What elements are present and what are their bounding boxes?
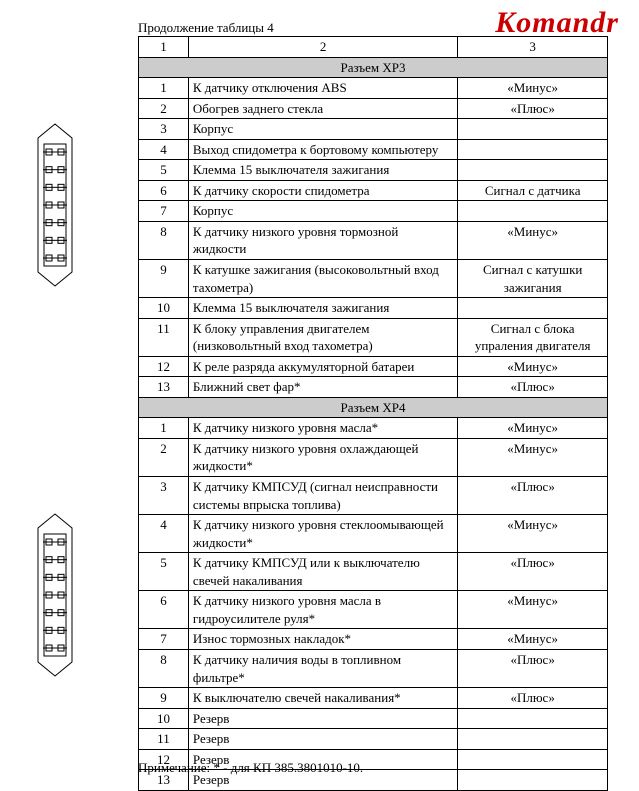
xp4-row-desc: Резерв [188,708,457,729]
xp3-row-signal: Сигнал с блока упраления двигателя [458,318,608,356]
xp4-row-signal [458,729,608,750]
xp4-row-signal: «Плюс» [458,649,608,687]
xp3-row-signal [458,139,608,160]
xp3-row-signal [458,201,608,222]
xp3-row-signal [458,160,608,181]
xp4-row-num: 5 [139,553,189,591]
xp3-row-num: 10 [139,298,189,319]
xp3-row-desc: К реле разряда аккумуляторной батареи [188,356,457,377]
xp3-row-desc: Корпус [188,119,457,140]
xp4-row-desc: К датчику наличия воды в топливном фильт… [188,649,457,687]
xp4-row-num: 2 [139,438,189,476]
xp4-row-num: 8 [139,649,189,687]
xp3-row-num: 6 [139,180,189,201]
xp4-row-signal: «Минус» [458,629,608,650]
xp3-row-signal: «Минус» [458,356,608,377]
xp4-row-signal: «Минус» [458,438,608,476]
xp4-row-desc: К датчику КМПСУД или к выключателю свече… [188,553,457,591]
xp3-row-desc: Клемма 15 выключателя зажигания [188,160,457,181]
xp3-row-num: 12 [139,356,189,377]
xp3-row-num: 9 [139,260,189,298]
xp4-row-desc: К датчику низкого уровня масла* [188,418,457,439]
col-header-1: 1 [139,37,189,58]
xp3-row-desc: К катушке зажигания (высоковольтный вход… [188,260,457,298]
section-xp3: Разъем ХР3 [139,57,608,78]
xp3-row-signal: «Минус» [458,221,608,259]
xp3-row-signal: «Минус» [458,78,608,99]
xp3-row-desc: К блоку управления двигателем (низковоль… [188,318,457,356]
xp4-row-num: 10 [139,708,189,729]
col-header-3: 3 [458,37,608,58]
xp4-row-signal [458,749,608,770]
xp3-row-signal: «Плюс» [458,98,608,119]
xp4-row-signal: «Плюс» [458,477,608,515]
xp4-row-signal: «Плюс» [458,553,608,591]
xp3-row-desc: Обогрев заднего стекла [188,98,457,119]
xp3-row-num: 3 [139,119,189,140]
table-title: Продолжение таблицы 4 [138,20,274,36]
xp3-row-desc: Корпус [188,201,457,222]
xp4-row-desc: Резерв [188,729,457,750]
xp3-row-signal [458,298,608,319]
xp4-row-signal [458,708,608,729]
xp3-row-num: 4 [139,139,189,160]
xp4-row-num: 6 [139,591,189,629]
xp4-row-signal [458,770,608,791]
xp3-row-signal: «Плюс» [458,377,608,398]
xp4-row-num: 3 [139,477,189,515]
xp4-row-desc: К выключателю свечей накаливания* [188,688,457,709]
xp3-row-signal [458,119,608,140]
xp3-row-desc: К датчику скорости спидометра [188,180,457,201]
xp3-row-signal: Сигнал с катушки зажигания [458,260,608,298]
xp4-row-signal: «Минус» [458,515,608,553]
connector-diagram [30,510,80,680]
xp3-row-num: 5 [139,160,189,181]
xp3-row-num: 13 [139,377,189,398]
xp3-row-desc: К датчику отключения ABS [188,78,457,99]
xp4-row-desc: К датчику КМПСУД (сигнал неисправности с… [188,477,457,515]
xp4-row-desc: К датчику низкого уровня охлаждающей жид… [188,438,457,476]
xp4-row-num: 11 [139,729,189,750]
xp3-row-desc: Ближний свет фар* [188,377,457,398]
xp3-row-desc: Выход спидометра к бортовому компьютеру [188,139,457,160]
xp4-row-signal: «Минус» [458,418,608,439]
xp3-row-desc: К датчику низкого уровня тормозной жидко… [188,221,457,259]
xp4-row-num: 4 [139,515,189,553]
xp4-row-num: 9 [139,688,189,709]
footnote: Примечание: * - для КП 385.3801010-10. [138,760,363,776]
xp4-row-desc: К датчику низкого уровня стеклоомывающей… [188,515,457,553]
xp4-row-desc: Износ тормозных накладок* [188,629,457,650]
xp4-row-signal: «Плюс» [458,688,608,709]
xp3-row-num: 11 [139,318,189,356]
connector-diagram [30,120,80,290]
pinout-table: 123Разъем ХР31К датчику отключения ABS«М… [138,36,608,791]
xp4-row-num: 1 [139,418,189,439]
logo: Komandr [495,6,619,40]
xp3-row-num: 7 [139,201,189,222]
xp3-row-num: 8 [139,221,189,259]
xp3-row-signal: Сигнал с датчика [458,180,608,201]
xp4-row-desc: К датчику низкого уровня масла в гидроус… [188,591,457,629]
section-xp4: Разъем ХР4 [139,397,608,418]
xp4-row-num: 7 [139,629,189,650]
xp4-row-signal: «Минус» [458,591,608,629]
xp3-row-desc: Клемма 15 выключателя зажигания [188,298,457,319]
xp3-row-num: 1 [139,78,189,99]
xp3-row-num: 2 [139,98,189,119]
col-header-2: 2 [188,37,457,58]
